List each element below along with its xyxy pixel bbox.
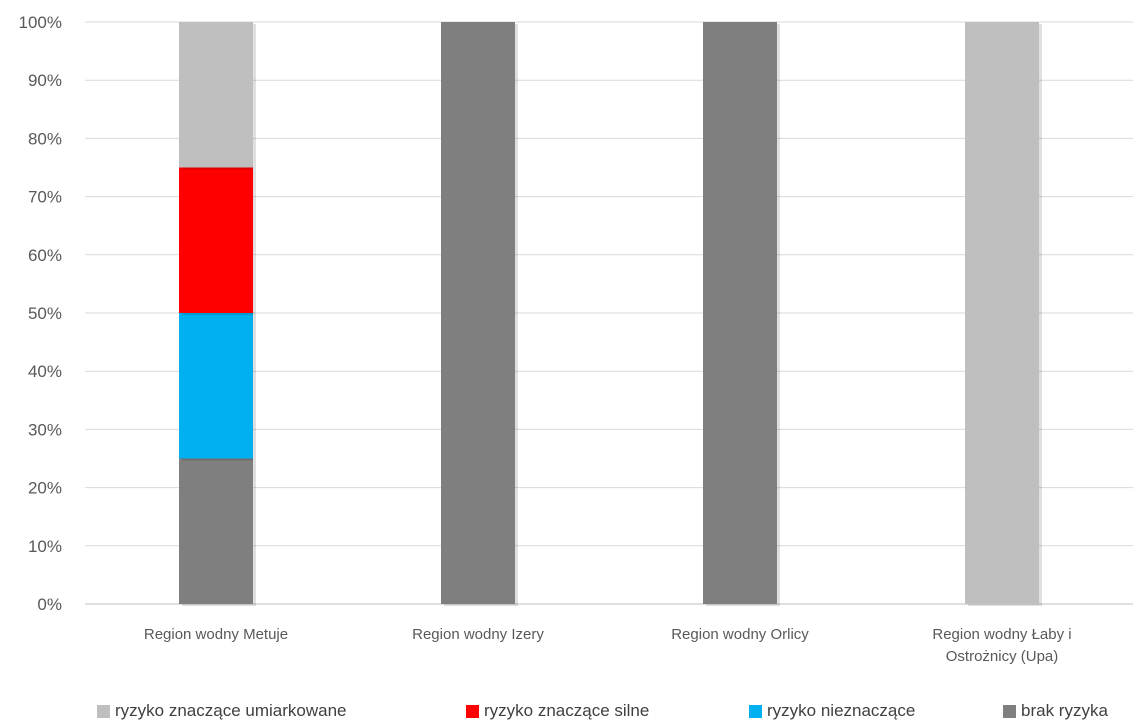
legend-label: ryzyko nieznaczące — [767, 701, 916, 720]
legend-swatch — [1003, 704, 1016, 718]
legend: ryzyko znaczące umiarkowane ryzyko znaczą… — [0, 701, 1138, 723]
x-tick-label: Ostrożnicy (Upa) — [946, 648, 1059, 665]
y-tick-label: 50% — [28, 304, 62, 323]
legend-label: ryzyko znaczące umiarkowane — [115, 701, 347, 720]
bar-segment — [179, 167, 253, 313]
legend-item: ryzyko znaczące umiarkowane — [97, 701, 346, 721]
y-tick-label: 80% — [28, 129, 62, 148]
legend-label: ryzyko znaczące silne — [484, 701, 650, 720]
legend-item: ryzyko nieznaczące — [749, 701, 915, 721]
y-tick-label: 70% — [28, 188, 62, 207]
bar-segment — [965, 22, 1039, 604]
bar-segment — [441, 22, 515, 604]
y-tick-label: 10% — [28, 537, 62, 556]
x-tick-label: Region wodny Metuje — [144, 626, 288, 643]
y-tick-label: 30% — [28, 420, 62, 439]
y-tick-label: 100% — [19, 13, 62, 32]
legend-swatch — [97, 704, 110, 718]
x-axis: Region wodny Metuje Region wodny Izery Reg… — [144, 626, 1072, 665]
y-tick-label: 90% — [28, 71, 62, 90]
legend-swatch — [749, 704, 762, 718]
legend-item: brak ryzyka — [1003, 701, 1108, 721]
y-tick-label: 20% — [28, 479, 62, 498]
y-tick-label: 60% — [28, 246, 62, 265]
x-tick-label: Region wodny Izery — [412, 626, 544, 643]
x-tick-label: Region wodny Łaby i — [932, 626, 1071, 643]
bar-segment — [179, 458, 253, 604]
gridlines — [85, 21, 1133, 605]
stacked-bar-chart: 0% 10% 20% 30% 40% 50% 60% 70% 80% 90% 100% Region… — [19, 13, 1133, 665]
legend-item: ryzyko znaczące silne — [466, 701, 649, 721]
bar-segment — [703, 22, 777, 604]
y-axis: 0% 10% 20% 30% 40% 50% 60% 70% 80% 90% 100% — [19, 13, 62, 614]
bar-segment — [179, 313, 253, 459]
bars — [179, 22, 1042, 606]
bar-segment — [179, 22, 253, 168]
legend-label: brak ryzyka — [1021, 701, 1108, 720]
legend-swatch — [466, 704, 479, 718]
y-tick-label: 40% — [28, 362, 62, 381]
y-tick-label: 0% — [37, 595, 62, 614]
x-tick-label: Region wodny Orlicy — [671, 626, 809, 643]
